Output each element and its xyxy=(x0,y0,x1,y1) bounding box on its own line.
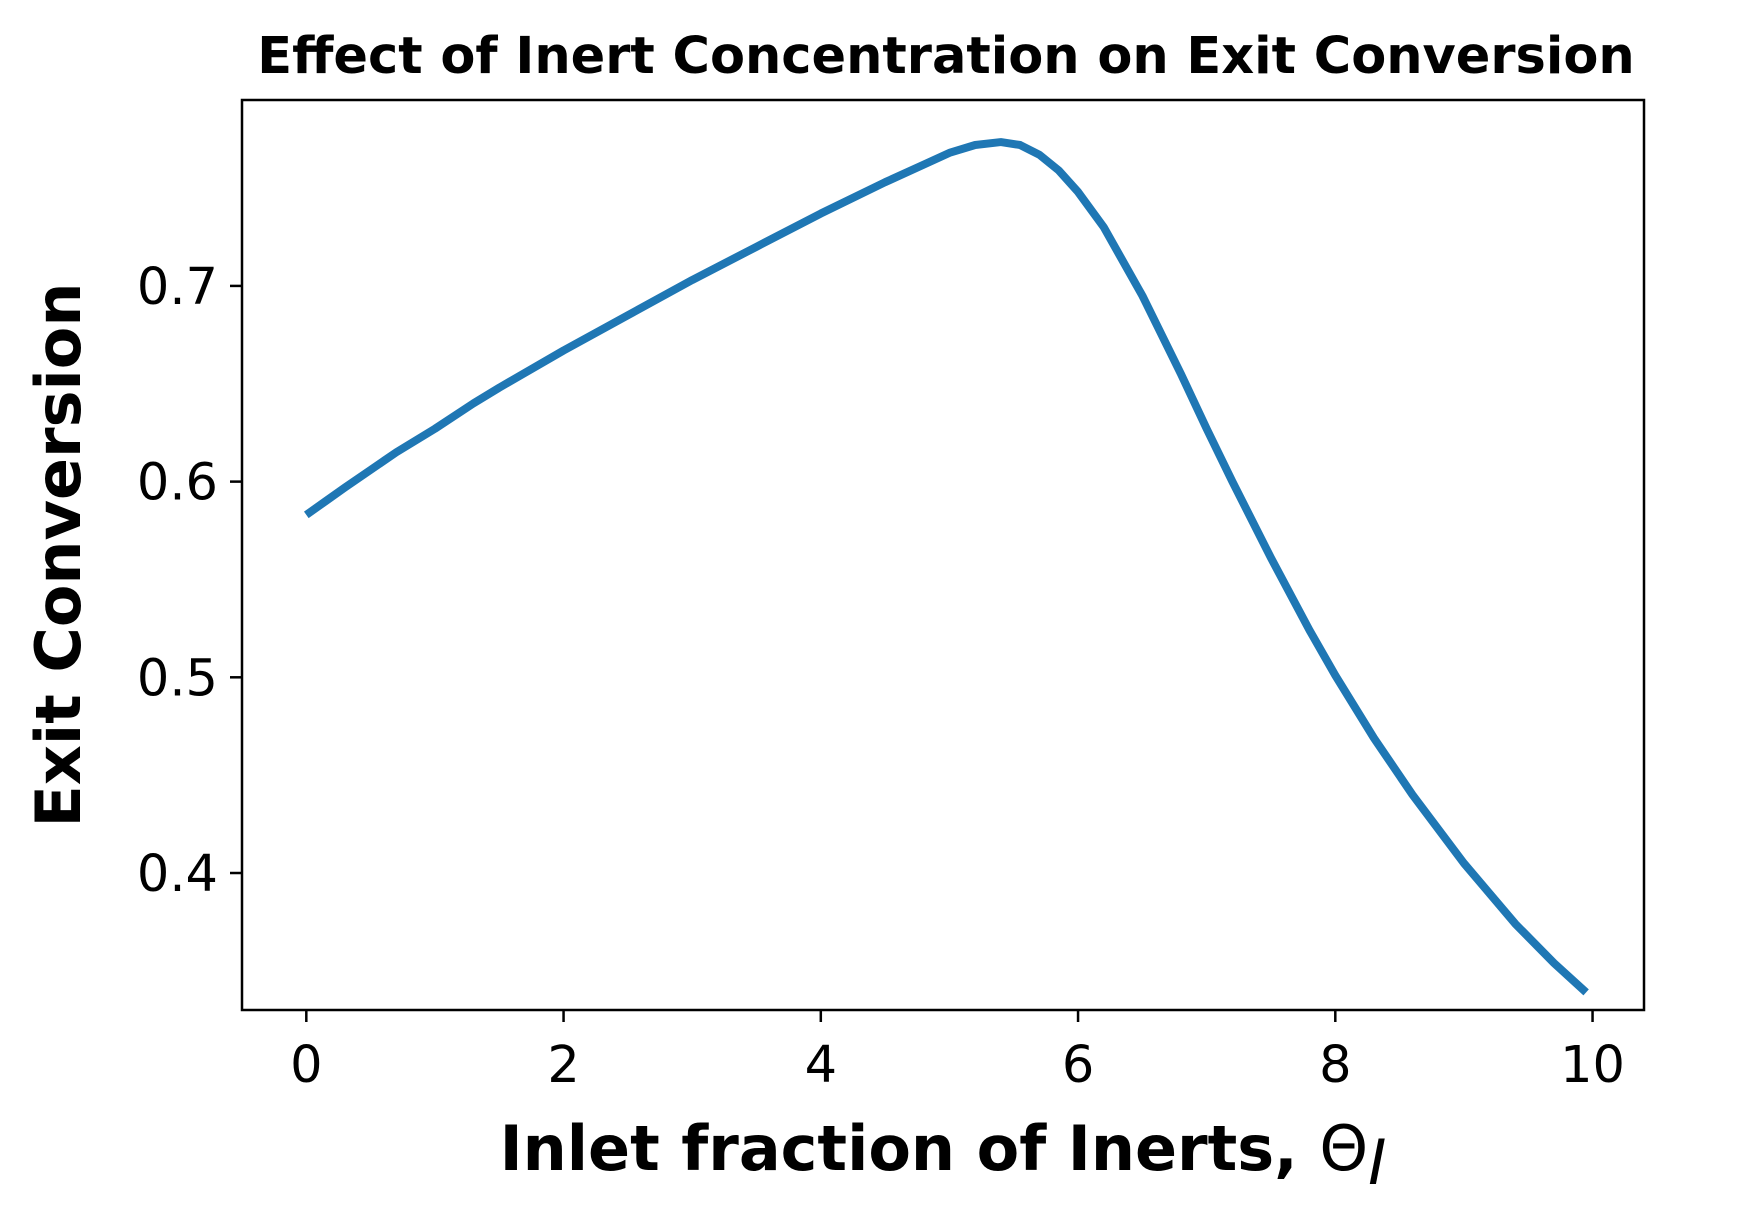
x-axis-label-subscript: I xyxy=(1368,1126,1386,1199)
x-axis-label-text: Inlet fraction of Inerts, xyxy=(500,1112,1320,1185)
x-axis-label: Inlet fraction of Inerts, ΘI xyxy=(500,1112,1387,1199)
x-tick-label: 2 xyxy=(547,1036,579,1095)
plot-area xyxy=(240,98,1646,1012)
x-tick-label: 6 xyxy=(1062,1036,1094,1095)
x-tick-label: 0 xyxy=(290,1036,322,1095)
x-tick-label: 4 xyxy=(805,1036,837,1095)
chart-title: Effect of Inert Concentration on Exit Co… xyxy=(257,27,1634,86)
y-tick-label: 0.7 xyxy=(137,258,218,317)
y-tick-label: 0.5 xyxy=(137,649,218,708)
x-axis-label-theta: Θ xyxy=(1319,1112,1368,1185)
series-line-exit-conversion xyxy=(303,138,1589,996)
x-axis-ticks: 0 2 4 6 8 10 xyxy=(290,1010,1625,1095)
plot-frame xyxy=(240,98,1646,1012)
y-tick-label: 0.6 xyxy=(137,454,218,513)
y-axis-ticks: 0.4 0.5 0.6 0.7 xyxy=(137,258,242,904)
y-tick-label: 0.4 xyxy=(137,845,218,904)
x-tick-label: 8 xyxy=(1319,1036,1351,1095)
y-axis-label: Exit Conversion xyxy=(22,283,95,828)
x-tick-label: 10 xyxy=(1560,1036,1625,1095)
